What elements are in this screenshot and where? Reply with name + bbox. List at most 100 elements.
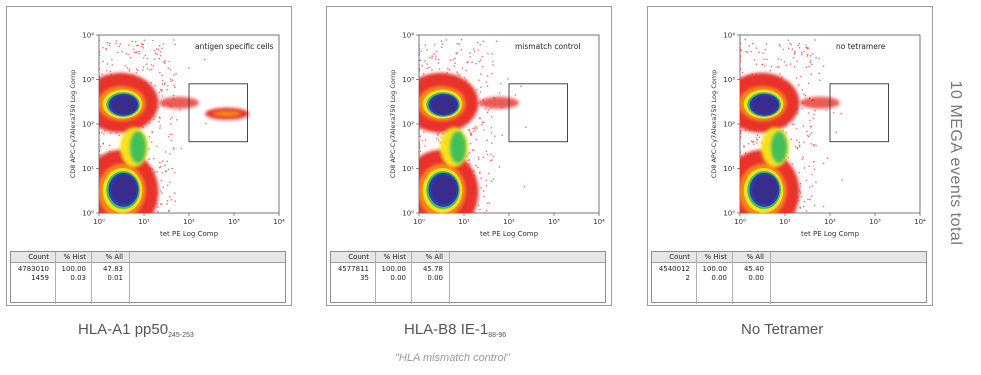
event-dot [164,164,166,167]
event-dot [469,142,472,145]
event-dot [740,68,741,71]
population-layer [431,95,457,115]
event-dot [157,106,160,109]
event-dot [134,40,137,43]
gate-rect[interactable] [829,83,889,143]
event-dot [744,38,747,41]
event-dot [174,200,176,202]
event-dot [159,166,162,168]
event-dot [482,190,485,192]
event-dot [166,88,169,91]
gate-rect[interactable] [508,83,568,143]
event-dot [764,48,767,51]
event-dot [419,53,420,56]
event-dot [435,55,437,57]
event-dot [148,158,150,160]
event-dot [798,145,801,148]
event-dot [822,162,825,165]
x-axis-ticks: 10⁰ 10¹ 10² 10³ 10⁴ [734,213,926,226]
event-dot [476,127,478,129]
event-dot [785,132,788,134]
event-dot [805,210,808,212]
y-tick-label: 10⁰ [723,210,735,218]
event-dot [119,42,122,45]
event-dot [458,74,461,76]
stats-header-cell: % All [746,253,764,261]
gate-rect[interactable] [188,83,248,143]
event-dot [810,142,812,145]
caption-2: HLA-B8 IE-188-96 [404,321,506,339]
event-dot [159,203,162,206]
event-dot [471,149,474,152]
event-dot [800,75,802,78]
stats-cell: 100.00 [381,265,407,273]
event-dot [802,125,805,127]
event-dot [486,85,489,87]
y-tick-label: 10² [402,121,414,129]
event-dot [798,171,801,174]
event-dot [108,44,111,47]
y-axis-ticks: 10⁰ 10¹ 10² 10³ 10⁴ [402,32,419,218]
x-tick-label: 10³ [869,218,881,226]
event-dot [424,145,426,147]
event-dot [166,199,169,202]
population-layer [752,95,778,115]
event-dot [476,41,479,44]
event-dot [755,47,758,49]
event-dot [436,133,439,135]
event-dot [448,69,451,71]
event-dot [99,39,100,41]
event-dot [469,131,472,134]
stats-table-3: Count % Hist % All 4540012 100.00 45.40 2 0.00 0… [651,251,927,304]
event-dot [783,61,786,63]
event-dot [460,49,463,51]
x-tick-label: 10³ [548,218,560,226]
event-dot [468,159,471,161]
event-dot [475,138,478,141]
event-dot [158,57,161,60]
event-dot [815,144,817,147]
event-dot [474,129,476,131]
event-dot [433,53,435,55]
event-dot [153,58,155,60]
event-dot [468,151,470,154]
event-dot [188,67,190,69]
event-dot [487,52,489,55]
population-tail [800,96,841,109]
event-dot [492,155,495,158]
event-dot [805,179,808,182]
caption-1-sub: 245-253 [168,332,194,339]
event-dot [452,58,454,61]
event-dot [140,45,143,48]
event-dot [150,82,153,84]
event-dot [132,48,135,51]
event-dot [748,45,751,47]
event-dot [140,42,143,45]
y-tick-label: 10² [723,121,735,129]
event-dot [162,186,165,189]
stats-cell: 2 [685,274,690,282]
x-tick-label: 10² [183,218,195,226]
event-dot [454,57,456,60]
event-dot [485,81,488,83]
event-dot [421,64,424,67]
event-dot [777,58,780,60]
y-tick-label: 10² [82,121,94,129]
event-dot [160,190,162,192]
event-dot [753,143,755,146]
event-dot [740,47,741,49]
stats-cell: 1459 [31,274,49,282]
event-dot [419,147,420,150]
event-dot [803,93,805,96]
event-dot [161,47,163,49]
event-dot [419,150,422,153]
event-dot [482,40,485,43]
stats-column-divider [411,252,412,304]
event-dot [453,65,455,67]
event-dot [172,94,175,97]
x-tick-label: 10⁰ [413,218,425,226]
event-dot [160,179,163,182]
x-tick-label: 10² [503,218,515,226]
stats-header-cell: % Hist [704,253,727,261]
event-dot [490,126,493,129]
